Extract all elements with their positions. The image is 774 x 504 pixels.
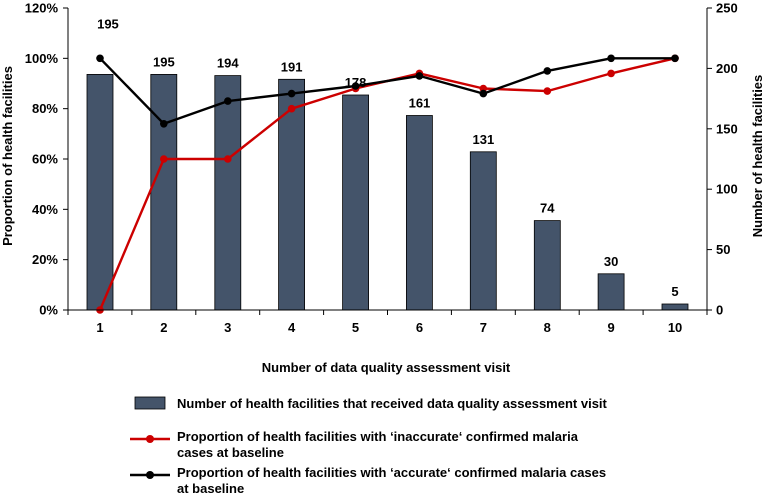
left-tick-label: 60% bbox=[32, 152, 58, 167]
right-tick-label: 250 bbox=[716, 1, 738, 16]
bar-value-label: 5 bbox=[671, 284, 678, 299]
bar-value-label: 161 bbox=[409, 96, 431, 111]
x-tick-label: 1 bbox=[96, 320, 103, 335]
bar-visit-8 bbox=[533, 220, 561, 311]
bar-value-label: 131 bbox=[472, 132, 494, 147]
x-tick-label: 10 bbox=[668, 320, 682, 335]
bar-series bbox=[86, 74, 689, 311]
bar-visit-9 bbox=[597, 273, 625, 311]
x-tick-label: 3 bbox=[224, 320, 231, 335]
line-series bbox=[96, 54, 679, 314]
bar-visit-5 bbox=[342, 94, 370, 311]
x-tick-label: 7 bbox=[480, 320, 487, 335]
inaccurate-point-8 bbox=[543, 87, 552, 95]
bar-value-label: 195 bbox=[97, 16, 119, 31]
x-tick-label: 5 bbox=[352, 320, 359, 335]
accurate-point-6 bbox=[415, 72, 424, 80]
bar-visit-1 bbox=[86, 74, 114, 311]
bar-value-label: 191 bbox=[281, 59, 303, 74]
accurate-line bbox=[99, 57, 675, 126]
right-tick-label: 200 bbox=[716, 61, 738, 76]
accurate-point-2 bbox=[160, 120, 168, 128]
left-tick-label: 120% bbox=[25, 1, 59, 16]
accurate-point-4 bbox=[287, 89, 296, 98]
x-tick-label: 4 bbox=[288, 320, 296, 335]
x-tick-label: 6 bbox=[416, 320, 423, 335]
bar-visit-7 bbox=[469, 151, 497, 311]
left-tick-label: 20% bbox=[32, 252, 58, 267]
bar-visit-10 bbox=[661, 303, 689, 311]
bar-visit-6 bbox=[405, 115, 433, 311]
bar-value-label: 195 bbox=[153, 54, 175, 69]
axes: 0% 20% 40% 60% 80% 100% 120% 0 50 100 150 200 250 1 2 3… bbox=[25, 1, 738, 336]
left-tick-label: 80% bbox=[32, 101, 58, 116]
accurate-point-7 bbox=[479, 89, 488, 98]
accurate-point-3 bbox=[224, 97, 232, 105]
legend-inaccurate-label-line1: Proportion of health facilities with ‘in… bbox=[177, 429, 579, 444]
legend-bar-swatch bbox=[134, 396, 166, 410]
data-labels: 195 195 194 191 178 161 131 74 30 5 bbox=[97, 16, 679, 299]
legend: Number of health facilities that receive… bbox=[130, 396, 608, 496]
left-tick-label: 40% bbox=[32, 202, 58, 217]
legend-bar-label: Number of health facilities that receive… bbox=[177, 396, 608, 411]
accurate-point-10 bbox=[671, 54, 679, 63]
right-tick-label: 50 bbox=[716, 242, 730, 257]
legend-accurate-label-line2: at baseline bbox=[177, 481, 244, 496]
right-tick-label: 0 bbox=[716, 303, 723, 318]
bar-value-label: 178 bbox=[345, 75, 367, 90]
inaccurate-point-9 bbox=[607, 69, 615, 78]
right-y-axis-title: Number of health facilities bbox=[750, 75, 765, 238]
legend-accurate-label-line1: Proportion of health facilities with ‘ac… bbox=[177, 465, 606, 480]
accurate-point-9 bbox=[607, 54, 615, 63]
accurate-point-1 bbox=[96, 54, 104, 63]
bar-value-label: 194 bbox=[217, 56, 239, 71]
bar-value-label: 30 bbox=[604, 254, 618, 269]
accurate-point-8 bbox=[543, 67, 552, 75]
x-axis-title: Number of data quality assessment visit bbox=[262, 360, 511, 375]
legend-accurate-marker bbox=[146, 471, 154, 479]
right-tick-label: 150 bbox=[716, 121, 738, 136]
left-y-axis-title: Proportion of health facilities bbox=[0, 66, 15, 246]
inaccurate-point-3 bbox=[224, 155, 232, 163]
inaccurate-line bbox=[98, 57, 676, 311]
inaccurate-point-2 bbox=[160, 155, 168, 163]
x-tick-label: 8 bbox=[544, 320, 551, 335]
left-tick-label: 0% bbox=[39, 303, 58, 318]
left-tick-label: 100% bbox=[25, 51, 59, 66]
legend-inaccurate-label-line2: cases at baseline bbox=[177, 445, 284, 460]
accurate-point-5 bbox=[351, 82, 360, 90]
bar-visit-2 bbox=[150, 74, 178, 311]
bar-visit-4 bbox=[278, 78, 306, 311]
right-tick-label: 100 bbox=[716, 182, 738, 197]
legend-inaccurate-marker bbox=[146, 435, 154, 443]
bar-visit-3 bbox=[214, 75, 242, 311]
inaccurate-point-4 bbox=[287, 104, 296, 113]
x-tick-label: 9 bbox=[608, 320, 615, 335]
bar-value-label: 74 bbox=[540, 201, 555, 216]
x-tick-label: 2 bbox=[160, 320, 167, 335]
